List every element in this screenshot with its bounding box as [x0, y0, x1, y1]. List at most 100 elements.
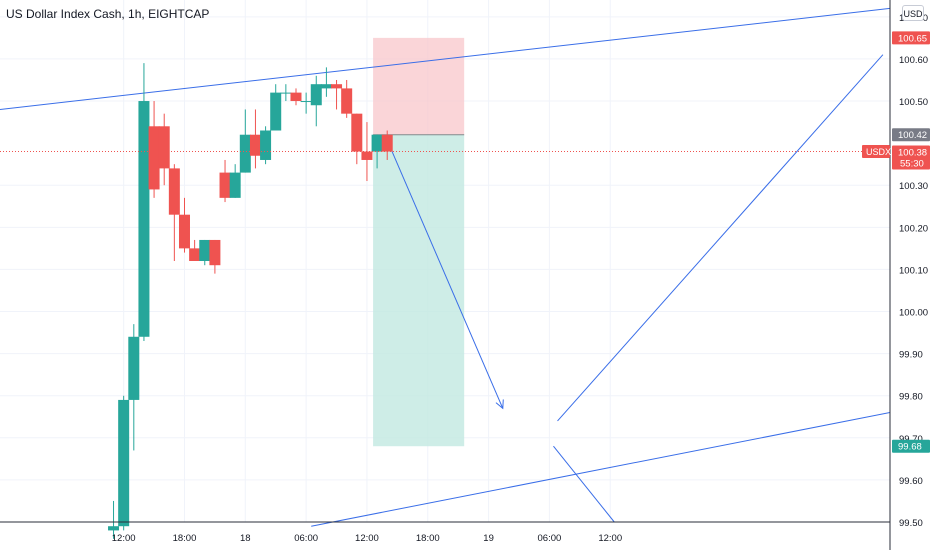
candle-body — [331, 84, 343, 89]
candle-body — [189, 248, 201, 261]
price-label-bg — [892, 439, 930, 453]
chart-title: US Dollar Index Cash, 1h, EIGHTCAP — [6, 7, 210, 21]
y-tick-label: 99.70 — [899, 434, 923, 445]
candle-body — [351, 113, 363, 152]
trendline[interactable] — [553, 445, 615, 523]
x-tick-label: 06:00 — [294, 533, 318, 544]
candle-down — [290, 88, 302, 106]
candle-down — [189, 239, 201, 261]
candle-body — [361, 151, 373, 160]
candle-up — [320, 67, 332, 97]
symbol-label-bg — [862, 145, 890, 159]
trendline[interactable] — [311, 412, 891, 527]
price-label-bg — [892, 31, 930, 45]
candle-up — [280, 84, 292, 102]
candle-down — [381, 130, 393, 160]
trendline[interactable] — [0, 7, 891, 110]
x-tick-label: 18:00 — [173, 533, 197, 544]
x-tick-label: 12:00 — [112, 533, 136, 544]
symbol-label: USDX — [866, 147, 891, 157]
arrow-line[interactable] — [389, 147, 503, 408]
candle-down — [351, 113, 363, 165]
price-label-stop: 100.65 — [892, 31, 930, 45]
position-zones — [373, 37, 465, 447]
trendline[interactable] — [557, 54, 884, 422]
y-tick-label: 100.20 — [899, 223, 928, 234]
x-tick-label: 06:00 — [538, 533, 562, 544]
y-tick-label: 99.50 — [899, 518, 923, 529]
candle-down — [158, 113, 170, 186]
candle-body — [249, 134, 261, 156]
candle-body — [138, 101, 150, 337]
y-tick-label: 100.60 — [899, 55, 928, 66]
price-label-bg — [892, 145, 930, 170]
candle-up — [239, 109, 251, 173]
price-label-entry: 100.42 — [892, 128, 930, 142]
candle-body — [381, 134, 393, 152]
price-label-value: 99.68 — [898, 442, 922, 453]
price-label-value: 100.65 — [898, 33, 927, 44]
candle-down — [168, 164, 180, 261]
x-tick-label: 18 — [240, 533, 251, 544]
x-tick-label: 12:00 — [355, 533, 379, 544]
candle-up — [229, 164, 241, 198]
candle-up — [260, 126, 272, 165]
x-tick-label: 18:00 — [416, 533, 440, 544]
candle-body — [108, 526, 120, 531]
candle-body — [270, 92, 282, 131]
price-label-value: 100.42 — [898, 130, 927, 141]
candle-body — [341, 88, 353, 114]
y-tick-label: 100.50 — [899, 97, 928, 108]
candle-body — [219, 172, 231, 198]
candle-down — [331, 79, 343, 110]
y-tick-label: 99.60 — [899, 476, 923, 487]
y-tick-label: 99.80 — [899, 392, 923, 403]
candle-up — [270, 84, 282, 131]
take-profit-zone — [373, 134, 465, 447]
candle-down — [219, 159, 231, 203]
candle-up — [128, 324, 140, 451]
candle-down — [249, 109, 261, 169]
candle-body — [310, 84, 322, 106]
candle-up — [138, 63, 150, 341]
candle-body — [371, 134, 383, 152]
candle-body — [148, 126, 160, 190]
y-tick-label: 100.10 — [899, 265, 928, 276]
candle-body — [229, 172, 241, 198]
x-tick-label: 19 — [483, 533, 494, 544]
candle-body — [290, 92, 302, 102]
y-tick-label: 100.30 — [899, 181, 928, 192]
candle-body — [239, 134, 251, 173]
candles — [108, 63, 393, 539]
price-label-value: 100.38 — [898, 148, 927, 159]
candle-down — [341, 79, 353, 118]
candle-up — [199, 239, 211, 266]
candle-up — [108, 500, 120, 539]
y-tick-label: 99.90 — [899, 350, 923, 361]
x-tick-label: 12:00 — [598, 533, 622, 544]
candle-down — [209, 239, 221, 274]
candle-down — [178, 197, 190, 253]
candle-down — [148, 101, 160, 198]
candle-body — [118, 399, 130, 527]
candle-body — [320, 84, 332, 89]
price-label-countdown: 55:30 — [900, 159, 924, 170]
candle-body — [300, 101, 312, 103]
candle-body — [199, 239, 211, 261]
trendlines[interactable] — [0, 7, 891, 527]
candle-body — [168, 168, 180, 215]
candle-body — [260, 130, 272, 160]
price-label-bg — [892, 128, 930, 142]
candle-body — [280, 92, 292, 94]
candle-body — [158, 126, 170, 169]
price-label-target: 99.68 — [892, 439, 930, 453]
candle-body — [209, 239, 221, 266]
currency-button[interactable]: USD — [902, 5, 924, 21]
candle-up — [118, 395, 130, 531]
candle-body — [178, 214, 190, 249]
candle-up — [310, 75, 322, 127]
